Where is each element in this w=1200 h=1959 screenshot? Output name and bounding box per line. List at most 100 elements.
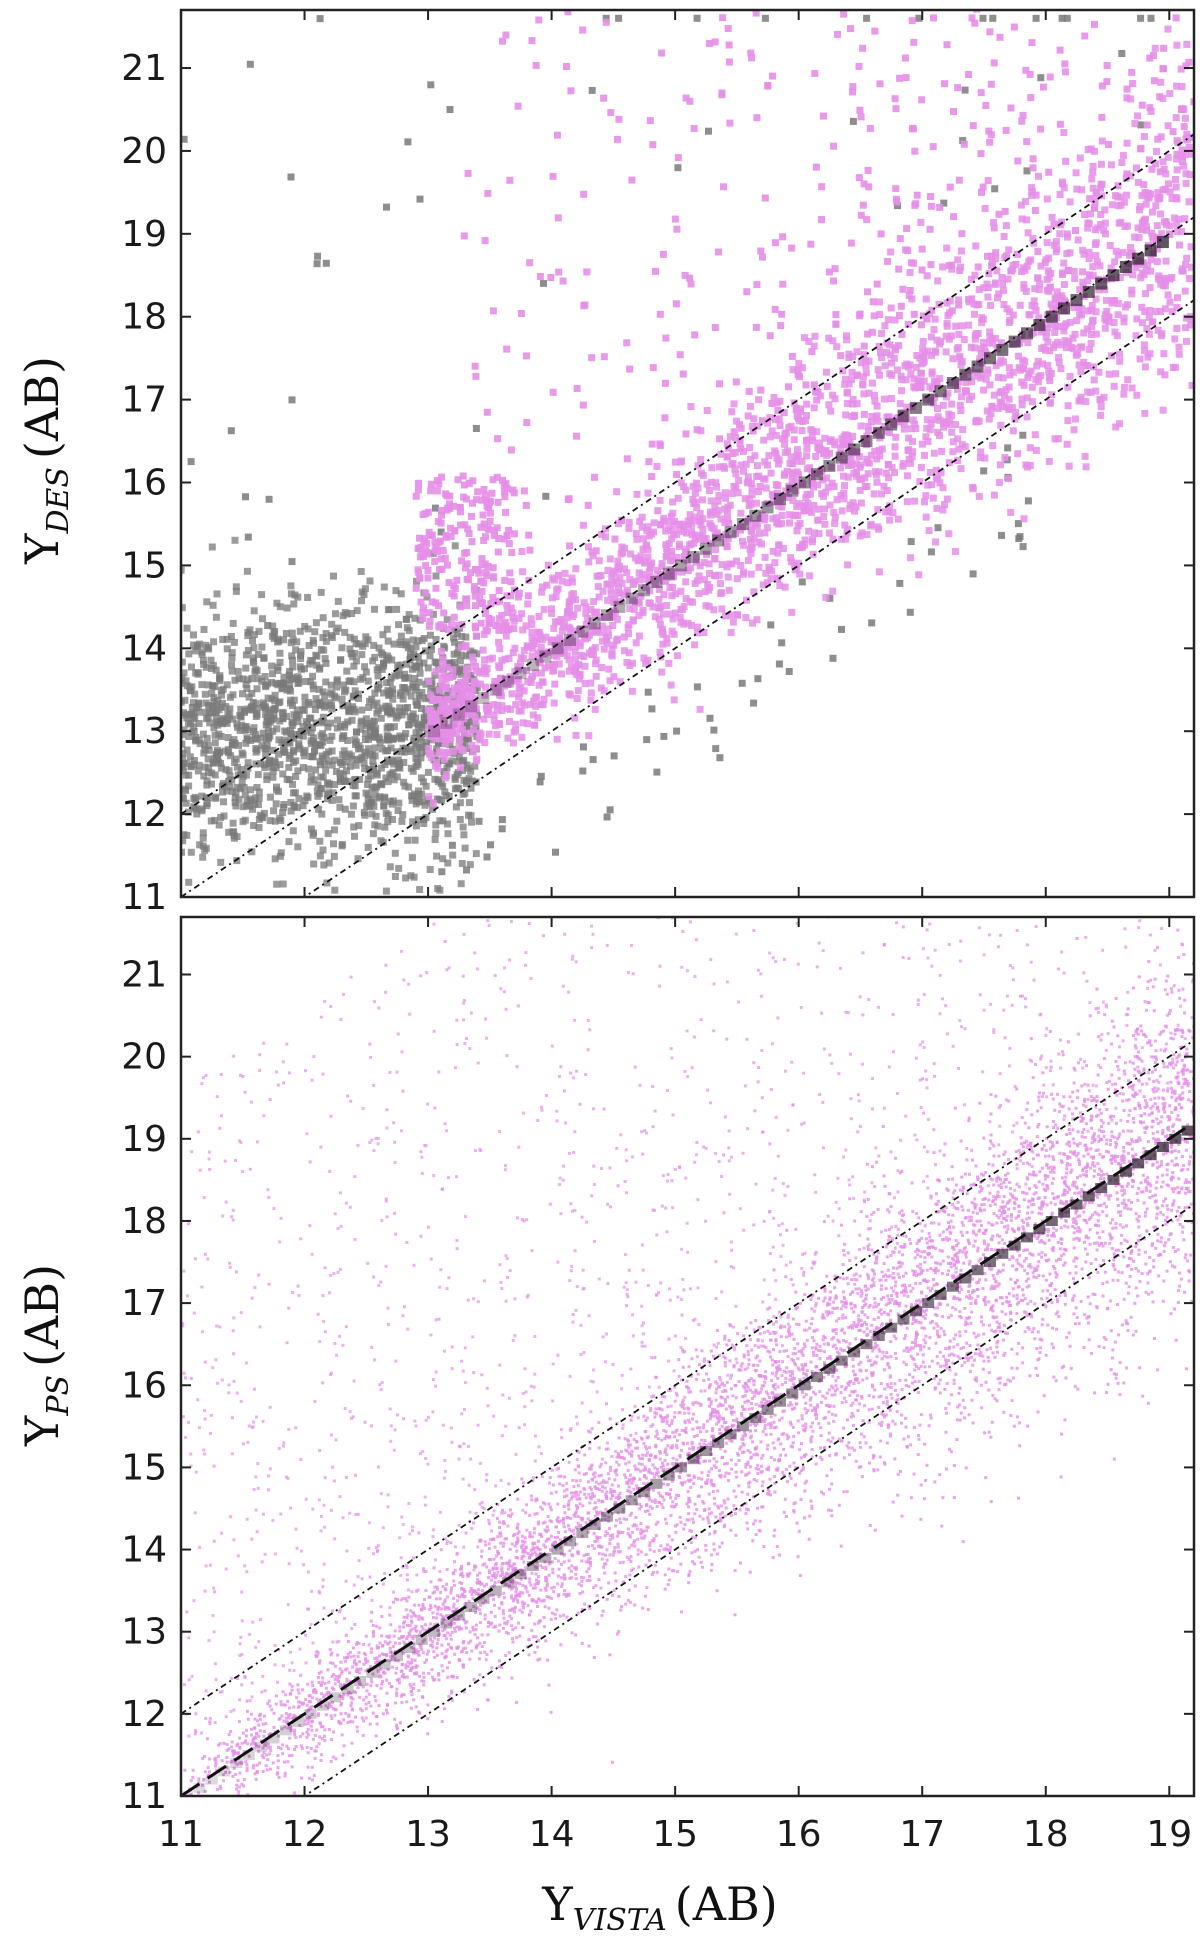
data-point bbox=[903, 498, 911, 506]
data-point bbox=[381, 761, 389, 768]
data-point bbox=[312, 695, 320, 703]
data-point bbox=[366, 723, 374, 731]
data-point bbox=[950, 213, 958, 221]
data-point bbox=[1027, 94, 1035, 102]
data-point bbox=[747, 49, 755, 57]
data-point bbox=[1114, 1222, 1118, 1226]
data-point bbox=[333, 817, 341, 825]
data-point bbox=[1053, 288, 1061, 296]
top-plot-frame bbox=[179, 8, 1196, 899]
data-point bbox=[911, 420, 919, 428]
data-point bbox=[847, 25, 854, 33]
data-point bbox=[346, 645, 354, 653]
data-point bbox=[708, 464, 716, 472]
data-point bbox=[568, 591, 576, 599]
data-point bbox=[1101, 206, 1109, 214]
data-point bbox=[352, 741, 359, 748]
data-point bbox=[425, 732, 433, 740]
data-point bbox=[725, 560, 733, 568]
data-point bbox=[316, 15, 324, 23]
data-point bbox=[558, 627, 566, 635]
data-point bbox=[573, 432, 580, 440]
data-point bbox=[1064, 383, 1072, 391]
data-point bbox=[842, 411, 850, 419]
data-point bbox=[555, 571, 562, 579]
data-point bbox=[444, 859, 452, 867]
data-point bbox=[1140, 133, 1148, 140]
density-core bbox=[885, 418, 898, 431]
data-point bbox=[890, 354, 898, 362]
data-point bbox=[929, 494, 937, 502]
data-point bbox=[299, 764, 307, 771]
data-point bbox=[1098, 1167, 1102, 1171]
data-point bbox=[831, 438, 839, 446]
data-point bbox=[1188, 263, 1194, 271]
data-point bbox=[1003, 1150, 1007, 1154]
data-point bbox=[618, 579, 626, 587]
data-point bbox=[687, 564, 695, 572]
data-point bbox=[461, 549, 469, 557]
data-point bbox=[1186, 133, 1193, 141]
data-point bbox=[1105, 313, 1113, 321]
data-point bbox=[443, 820, 451, 828]
data-point bbox=[620, 647, 628, 655]
data-point bbox=[1052, 248, 1060, 256]
data-point bbox=[362, 668, 370, 676]
data-point bbox=[341, 688, 348, 696]
bottom-scatter-points bbox=[181, 917, 1194, 1796]
data-point bbox=[480, 630, 488, 638]
data-point bbox=[787, 422, 795, 430]
data-point bbox=[749, 619, 756, 627]
data-point bbox=[312, 766, 320, 774]
data-point bbox=[1185, 275, 1193, 282]
data-point bbox=[502, 480, 510, 488]
data-point bbox=[757, 1391, 761, 1395]
data-point bbox=[409, 818, 417, 826]
data-point bbox=[377, 714, 385, 722]
data-point bbox=[386, 606, 394, 614]
data-point bbox=[1095, 286, 1103, 294]
data-point bbox=[397, 632, 405, 640]
data-point bbox=[637, 552, 645, 560]
data-point bbox=[227, 633, 235, 640]
data-point bbox=[1028, 39, 1036, 47]
data-point bbox=[802, 417, 810, 424]
data-point bbox=[1006, 308, 1014, 316]
data-point bbox=[269, 767, 277, 775]
data-point bbox=[900, 425, 908, 433]
data-point bbox=[1177, 106, 1185, 113]
data-point bbox=[388, 800, 396, 808]
data-point bbox=[285, 763, 293, 771]
data-point bbox=[414, 544, 422, 552]
data-point bbox=[427, 81, 435, 89]
data-point bbox=[604, 580, 612, 588]
data-point bbox=[948, 332, 955, 340]
data-point bbox=[1134, 178, 1142, 186]
data-point bbox=[699, 525, 707, 533]
data-point bbox=[1026, 444, 1034, 452]
density-core bbox=[625, 592, 638, 605]
data-point bbox=[228, 667, 236, 675]
data-point bbox=[600, 645, 608, 653]
data-point bbox=[352, 904, 359, 911]
data-point bbox=[208, 769, 216, 777]
data-point bbox=[1092, 387, 1100, 395]
data-point bbox=[948, 411, 956, 419]
data-point bbox=[193, 704, 200, 712]
data-point bbox=[510, 625, 518, 633]
data-point bbox=[455, 753, 463, 761]
data-point bbox=[268, 763, 276, 771]
data-point bbox=[990, 491, 998, 499]
data-point bbox=[249, 637, 256, 645]
data-point bbox=[1145, 330, 1153, 338]
data-point bbox=[316, 837, 324, 845]
data-point bbox=[1103, 307, 1111, 315]
data-point bbox=[859, 1294, 863, 1298]
data-point bbox=[317, 773, 325, 781]
data-point bbox=[1183, 337, 1190, 345]
data-point bbox=[718, 589, 726, 597]
data-point bbox=[812, 452, 820, 460]
data-point bbox=[377, 764, 385, 772]
data-point bbox=[550, 699, 558, 707]
data-point bbox=[425, 528, 433, 536]
